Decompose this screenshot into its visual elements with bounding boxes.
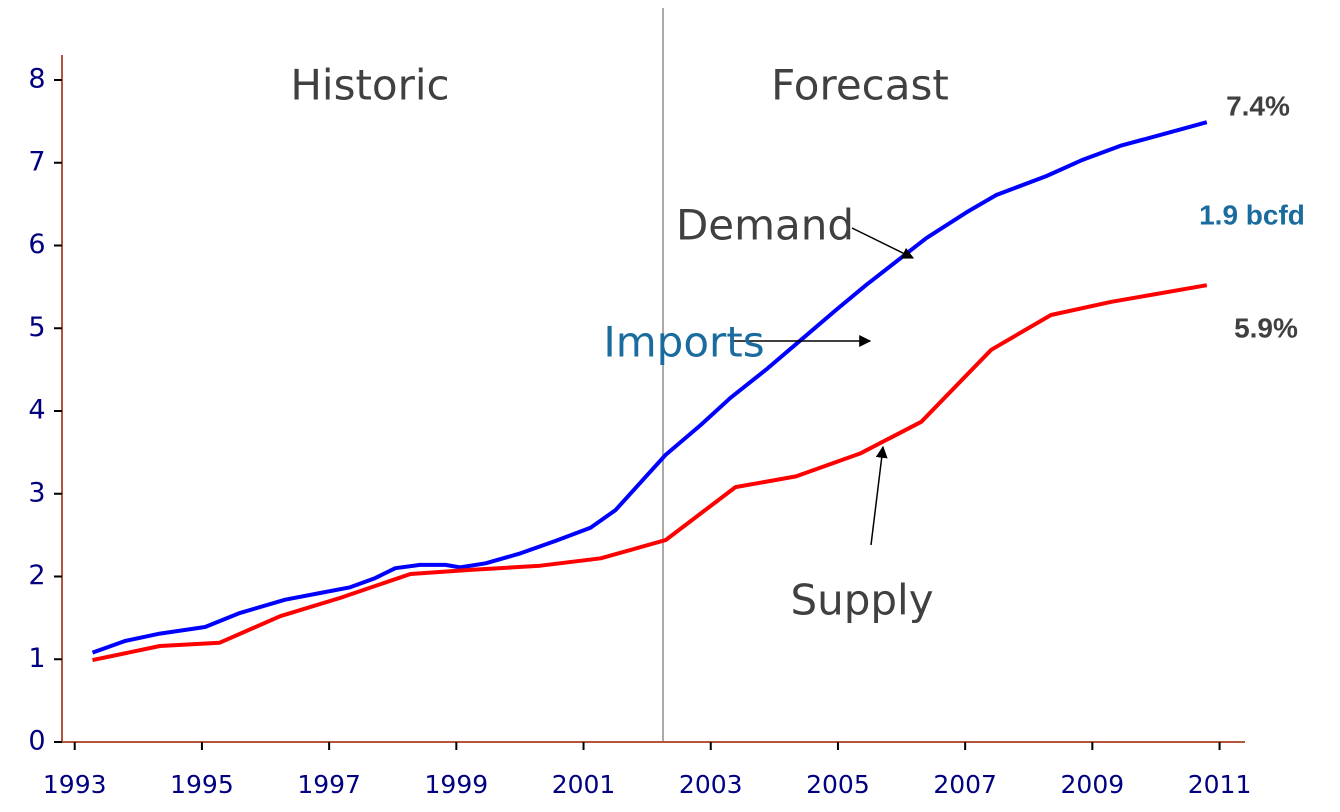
y-tick-label: 6 xyxy=(28,229,45,260)
x-tick-label: 2009 xyxy=(1061,770,1125,799)
x-tick-label: 1993 xyxy=(43,770,107,799)
x-tick-label: 2001 xyxy=(552,770,616,799)
annotation: Forecast xyxy=(771,61,949,110)
arrow xyxy=(851,227,915,259)
annotation: 1.9 bcfd xyxy=(1199,199,1305,230)
y-tick-label: 3 xyxy=(28,477,45,508)
x-tick-label: 2005 xyxy=(806,770,870,799)
x-tick-label: 2003 xyxy=(679,770,743,799)
y-tick-label: 5 xyxy=(28,312,45,343)
annotation: 5.9% xyxy=(1234,312,1298,343)
plot-area xyxy=(91,120,1208,663)
y-tick-label: 7 xyxy=(28,146,45,177)
y-tick-label: 1 xyxy=(28,643,45,674)
line-series xyxy=(92,283,1208,663)
x-tick-label: 1997 xyxy=(297,770,361,799)
x-tick-label: 1999 xyxy=(425,770,489,799)
arrow xyxy=(870,445,888,546)
y-tick-label: 2 xyxy=(28,560,45,591)
x-tick-label: 1995 xyxy=(170,770,234,799)
x-tick-label: 2011 xyxy=(1188,770,1252,799)
y-tick-label: 8 xyxy=(28,64,45,95)
series-label: Demand xyxy=(676,201,854,250)
y-tick-label: 4 xyxy=(28,395,45,426)
series-label: Supply xyxy=(790,576,933,625)
line-series xyxy=(91,120,1208,655)
annotation: Imports xyxy=(603,318,764,367)
annotation: 7.4% xyxy=(1226,90,1290,121)
annotation: Historic xyxy=(290,61,449,110)
y-tick-label: 0 xyxy=(28,726,45,757)
x-tick-label: 2007 xyxy=(933,770,997,799)
